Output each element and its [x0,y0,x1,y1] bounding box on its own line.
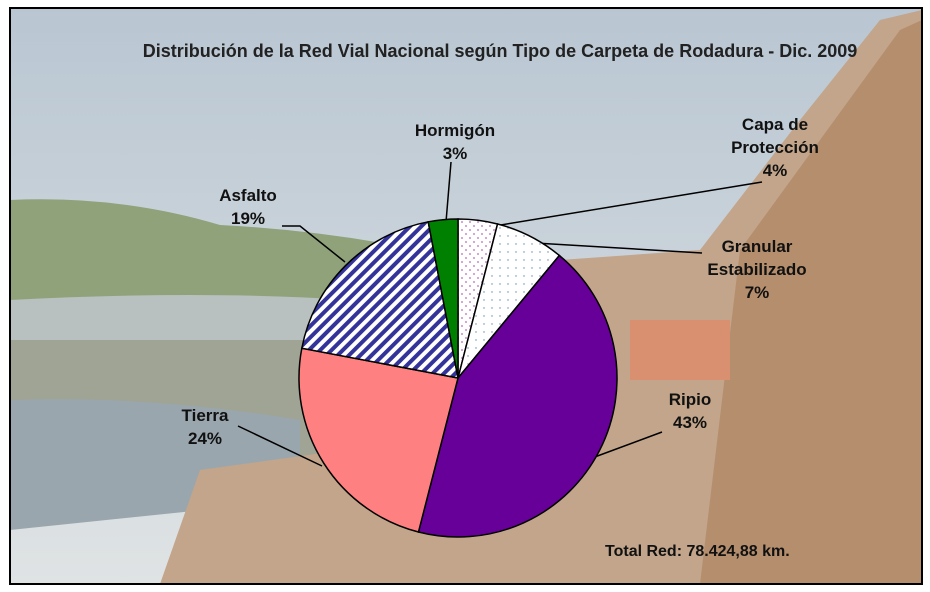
data-label: Hormigón 3% [405,119,505,165]
pie-slice [298,347,459,533]
category-label: Hormigón [414,121,496,140]
value-label: 4% [762,161,788,180]
value-label: 19% [230,209,266,228]
value-label: 24% [187,429,223,448]
data-label: Asfalto 19% [203,184,293,230]
category-label: Granular Estabilizado [707,237,807,279]
pie-slice [427,218,459,379]
value-label: 3% [442,144,468,163]
category-label: Asfalto [219,186,277,205]
chart-title: Distribución de la Red Vial Nacional seg… [142,41,858,61]
data-label: Granular Estabilizado 7% [697,235,817,304]
data-label: Ripio 43% [645,388,735,434]
value-label: 7% [744,283,770,302]
data-label: Capa de Protección 4% [725,113,825,182]
annotation: Total Red: 78.424,88 km. [605,543,790,560]
pie-slice [300,220,459,379]
data-label: Tierra 24% [160,404,250,450]
category-label: Capa de Protección [731,115,819,157]
pie-slice [417,254,618,538]
leader-lines [237,161,763,467]
category-label: Ripio [668,390,712,409]
value-label: 43% [672,413,708,432]
category-label: Tierra [181,406,229,425]
